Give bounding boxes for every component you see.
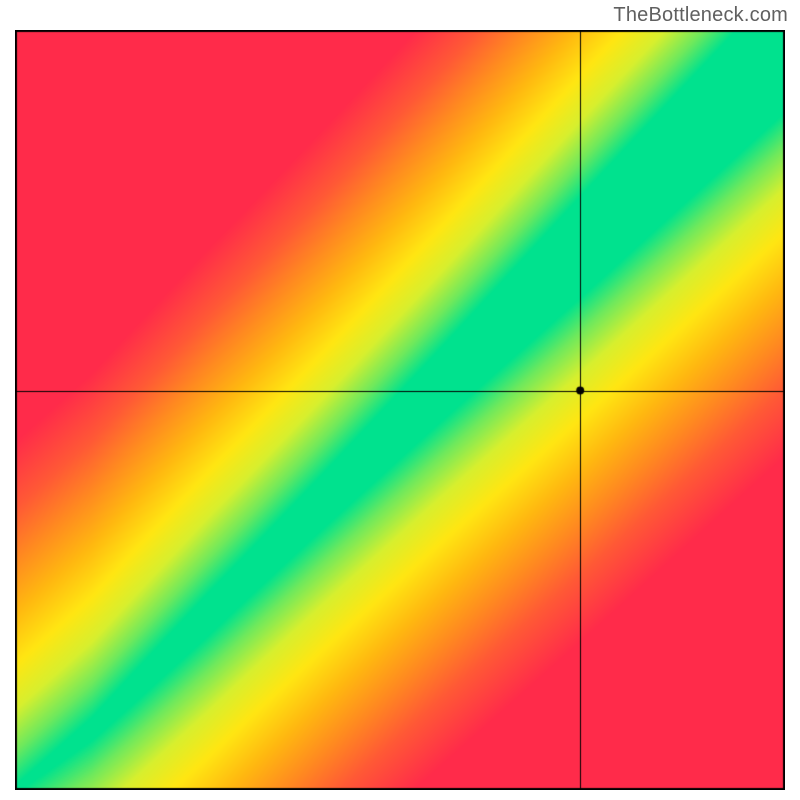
heatmap-container	[15, 30, 785, 790]
watermark-text: TheBottleneck.com	[613, 4, 788, 27]
bottleneck-heatmap	[15, 30, 785, 790]
